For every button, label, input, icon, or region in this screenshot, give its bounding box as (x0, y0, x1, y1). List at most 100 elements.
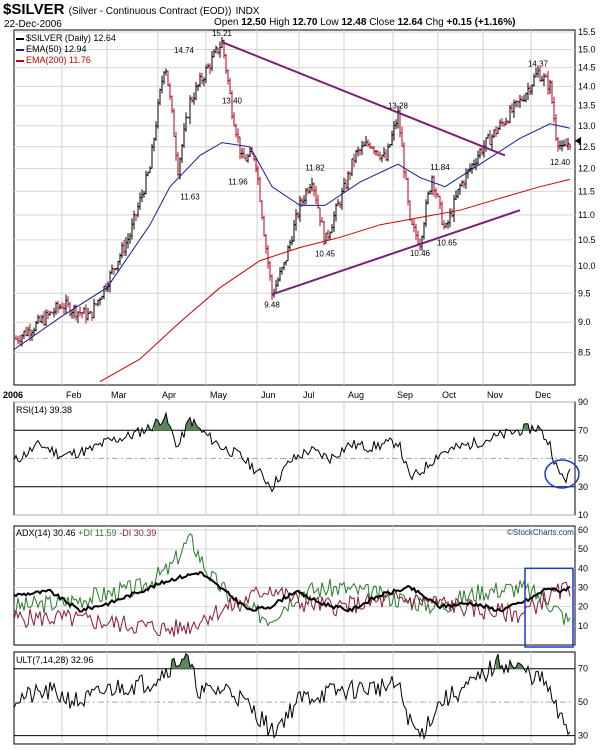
month-label: Aug (348, 390, 364, 400)
legend-ema50: EMA(50) 12.94 (16, 44, 87, 54)
rsi-tick-label: 90 (578, 397, 588, 407)
low-label: Low (320, 17, 339, 28)
open-value: 12.50 (241, 17, 267, 28)
open-label: Open (214, 17, 239, 28)
ult-line (13, 652, 571, 741)
price-tick-label: 9.0 (578, 317, 591, 327)
month-label: May (210, 390, 228, 400)
price-annotation: 10.65 (437, 238, 458, 247)
price-tick-label: 13.0 (578, 121, 596, 131)
price-annotation: 10.45 (315, 249, 336, 258)
description: (Silver - Continuous Contract (EOD)) (68, 6, 232, 17)
legend-swatch-ema50 (16, 48, 24, 51)
adx-tick-label: 40 (578, 563, 588, 573)
price-tick-label: 9.5 (578, 288, 591, 298)
price-annotation: 9.48 (264, 300, 280, 309)
price-tick-label: 12.0 (578, 164, 596, 174)
price-annotation: 12.40 (550, 158, 571, 167)
chg-label: Chg (425, 17, 444, 28)
lower-trendline (271, 209, 521, 296)
high-label: High (269, 17, 290, 28)
month-label: Nov (487, 390, 504, 400)
ult-tick-label: 50 (578, 697, 588, 707)
legend-ema200-text: EMA(200) 11.76 (26, 55, 91, 65)
adx-label-group: ADX(14) 30.46 +DI 11.59 -DI 30.39 (16, 528, 156, 538)
rsi-tick-label: 30 (578, 482, 588, 492)
rsi-highlight-circle (544, 459, 580, 489)
ult-tick-label: 70 (578, 664, 588, 674)
rsi-line (13, 411, 571, 493)
price-tick-label: 13.5 (578, 101, 596, 111)
month-label: 2006 (3, 390, 23, 400)
pdi-label: +DI 11.59 (78, 528, 117, 538)
exchange: INDX (235, 6, 260, 17)
month-label: Jul (303, 390, 315, 400)
adx-tick-label: 30 (578, 583, 588, 593)
adx-label: ADX(14) 30.46 (16, 528, 76, 538)
month-label: Oct (442, 390, 457, 400)
price-tick-label: 8.5 (578, 348, 591, 358)
price-annotation: 13.28 (388, 102, 409, 111)
price-tick-label: 11.0 (578, 210, 595, 220)
price-tick-label: 11.5 (578, 186, 595, 196)
price-tick-label: 14.5 (578, 63, 596, 73)
symbol: $SILVER (3, 1, 65, 18)
panel-frame-adx (13, 525, 576, 646)
price-annotation: 14.37 (528, 59, 549, 68)
pdi-line (13, 533, 571, 627)
adx-tick-label: 20 (578, 602, 588, 612)
price-tick-label: 15.5 (578, 27, 596, 37)
price-annotation: 11.84 (430, 163, 450, 172)
adx-highlight-box (524, 567, 574, 648)
ult-label: ULT(7,14,28) 32.96 (16, 655, 94, 665)
legend-swatch-ema200 (16, 59, 24, 62)
price-tick-label: 10.5 (578, 235, 596, 245)
price-annotation: 11.82 (305, 164, 325, 173)
mdi-label: -DI 30.39 (119, 528, 157, 538)
price-tick-label: 14.0 (578, 81, 596, 91)
month-label: Feb (66, 390, 82, 400)
month-label: Jun (261, 390, 276, 400)
legend-price: $SILVER (Daily) 12.64 (16, 33, 116, 43)
adx-line (13, 570, 571, 613)
rsi-label: RSI(14) 39.38 (16, 405, 73, 415)
price-annotation: 11.63 (180, 192, 200, 201)
month-label: Dec (535, 390, 552, 400)
ema50-line (13, 123, 571, 350)
ult-tick-label: 30 (578, 731, 588, 741)
price-annotation: 15.21 (212, 29, 233, 38)
price-annotation: 14.74 (174, 46, 195, 55)
legend-ema200: EMA(200) 11.76 (16, 55, 91, 65)
price-tick-label: 15.0 (578, 45, 596, 55)
rsi-tick-label: 70 (578, 425, 588, 435)
adx-tick-label: 50 (578, 544, 588, 554)
rsi-tick-label: 50 (578, 454, 588, 464)
legend-swatch-price (16, 37, 24, 40)
adx-tick-label: 10 (578, 621, 588, 631)
legend-ema50-text: EMA(50) 12.94 (26, 44, 87, 54)
close-label: Close (369, 17, 395, 28)
price-annotation: 11.96 (228, 177, 248, 186)
high-value: 12.70 (292, 17, 318, 28)
low-value: 12.48 (341, 17, 367, 28)
price-annotation: 13.40 (222, 97, 243, 106)
close-value: 12.64 (397, 17, 423, 28)
last-price-marker (575, 136, 581, 145)
watermark: ©StockCharts.com (507, 528, 574, 537)
month-label: Mar (111, 390, 127, 400)
price-tick-label: 10.0 (578, 261, 596, 271)
ema200-line (99, 178, 571, 383)
month-label: Sep (397, 390, 413, 400)
price-annotation: 10.46 (410, 249, 431, 258)
upper-trendline (221, 41, 506, 157)
chart-title: $SILVER (Silver - Continuous Contract (E… (3, 1, 259, 18)
chart-date: 22-Dec-2006 (4, 19, 62, 30)
month-label: Apr (162, 390, 176, 400)
adx-tick-label: 60 (578, 525, 588, 535)
ohlc-readout: Open 12.50 High 12.70 Low 12.48 Close 12… (214, 17, 515, 28)
price-tick-label: 12.5 (578, 142, 596, 152)
legend-price-text: $SILVER (Daily) 12.64 (26, 33, 116, 43)
panel-frame-main (13, 29, 576, 386)
